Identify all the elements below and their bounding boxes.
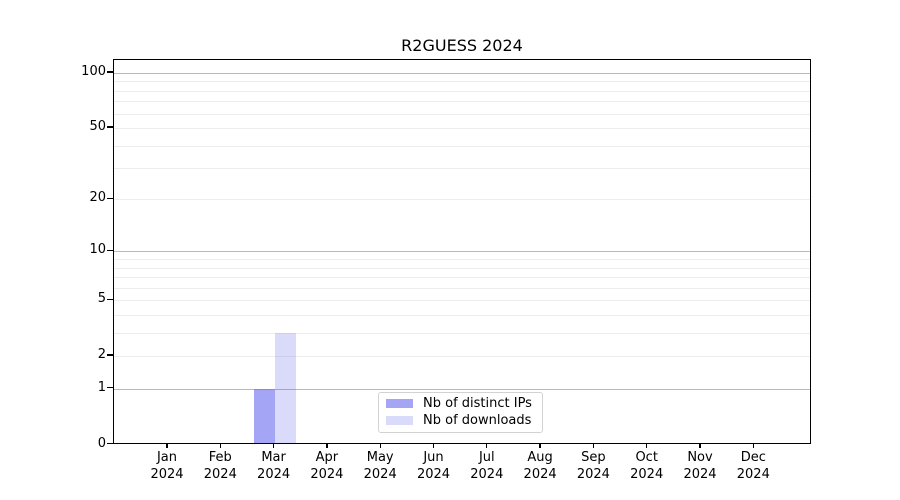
x-tick-mark — [752, 443, 754, 448]
gridline-minor — [114, 277, 810, 279]
legend: Nb of distinct IPs Nb of downloads — [378, 391, 543, 433]
gridline-minor — [114, 113, 810, 115]
y-tick-label: 10 — [89, 242, 106, 258]
y-tick-label: 2 — [97, 347, 106, 363]
x-tick-label: Oct 2024 — [630, 450, 664, 482]
bar-nb-of-distinct-ips — [253, 388, 275, 444]
y-tick-label: 1 — [97, 379, 106, 395]
x-tick-mark — [432, 443, 435, 448]
gridline-minor — [114, 287, 810, 289]
x-tick-label: May 2024 — [363, 450, 397, 482]
gridline-major — [114, 72, 810, 74]
y-tick-mark — [107, 298, 113, 300]
x-tick-label: Jul 2024 — [470, 450, 504, 482]
gridline-major — [114, 388, 810, 390]
x-tick-mark — [272, 443, 275, 448]
gridline-minor — [114, 314, 810, 316]
y-tick-label: 50 — [89, 118, 106, 134]
x-tick-mark — [379, 443, 381, 448]
x-tick-mark — [539, 443, 541, 448]
y-tick-label: 5 — [97, 291, 106, 307]
legend-swatch-distinct-ips — [386, 399, 413, 409]
x-tick-mark — [486, 443, 488, 448]
legend-label-distinct-ips: Nb of distinct IPs — [423, 396, 532, 412]
x-tick-label: Aug 2024 — [523, 450, 557, 482]
x-tick-label: Nov 2024 — [683, 450, 717, 482]
x-tick-label: Jun 2024 — [416, 450, 451, 482]
gridline-minor — [114, 168, 810, 170]
x-tick-label: Feb 2024 — [203, 450, 237, 482]
y-tick-mark — [107, 126, 113, 128]
gridline-minor — [114, 90, 810, 92]
gridline-minor — [114, 356, 810, 358]
gridline-minor — [114, 101, 810, 103]
x-tick-label: Jan 2024 — [150, 450, 184, 482]
y-tick-mark — [107, 249, 113, 252]
gridline-minor — [114, 267, 810, 269]
gridline-minor — [114, 199, 810, 201]
legend-label-downloads: Nb of downloads — [423, 412, 532, 428]
plot-area — [113, 59, 811, 444]
gridline-minor — [114, 259, 810, 261]
gridline-major — [114, 251, 810, 253]
y-tick-mark — [107, 386, 113, 389]
x-tick-mark — [592, 443, 595, 448]
x-tick-mark — [646, 443, 648, 448]
legend-item-distinct-ips: Nb of distinct IPs — [386, 396, 542, 413]
y-tick-mark — [107, 71, 113, 73]
bar-nb-of-downloads — [274, 332, 296, 444]
x-tick-label: Apr 2024 — [310, 450, 344, 482]
x-tick-label: Sep 2024 — [576, 450, 610, 482]
gridline-minor — [114, 332, 810, 334]
y-tick-mark — [107, 197, 113, 200]
legend-item-downloads: Nb of downloads — [386, 412, 542, 429]
y-tick-label: 0 — [97, 435, 106, 451]
gridline-minor — [114, 81, 810, 83]
gridline-minor — [114, 145, 810, 147]
chart-title: R2GUESS 2024 — [401, 36, 523, 55]
x-tick-label: Mar 2024 — [257, 450, 291, 482]
legend-swatch-downloads — [386, 415, 413, 425]
gridline-minor — [114, 300, 810, 302]
gridline-minor — [114, 127, 810, 129]
y-tick-mark — [107, 442, 113, 445]
y-tick-label: 100 — [81, 63, 106, 79]
x-tick-mark — [219, 443, 221, 448]
x-tick-mark — [326, 443, 328, 448]
x-tick-label: Dec 2024 — [736, 450, 770, 482]
y-tick-mark — [107, 354, 113, 356]
x-tick-mark — [699, 443, 701, 448]
y-tick-label: 20 — [89, 190, 106, 206]
x-tick-mark — [166, 443, 168, 448]
